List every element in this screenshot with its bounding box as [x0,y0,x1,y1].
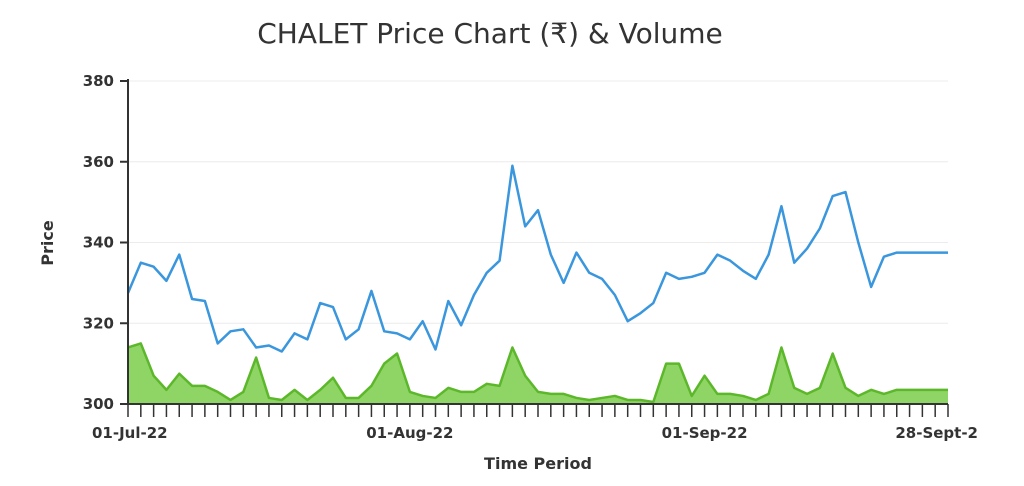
x-axis-label: Time Period [484,454,592,473]
volume-series-line [127,342,948,404]
x-tick-labels: 01-Jul-22 01-Aug-22 01-Sep-22 28-Sept-2 [92,404,978,442]
y-tick-label-380: 380 [83,72,114,90]
y-tick-label-300: 300 [83,395,114,413]
price-line-layer [126,164,948,353]
price-series-line [126,164,948,353]
y-tick-label-360: 360 [83,153,114,171]
x-tick-label: 01-Sep-22 [662,424,748,442]
axes [127,79,948,405]
y-tick-labels: 380 360 340 320 300 [83,72,128,413]
x-tick-label: 01-Aug-22 [366,424,453,442]
x-tick-label: 28-Sept-2 [895,424,978,442]
volume-area-layer [127,342,948,404]
grid-lines [128,80,948,324]
y-tick-label-320: 320 [83,314,114,332]
x-tick-label: 01-Jul-22 [92,424,168,442]
chart-title: CHALET Price Chart (₹) & Volume [257,17,723,50]
y-axis-label: Price [38,220,57,266]
volume-area-fill [128,343,948,404]
y-tick-label-340: 340 [83,234,114,252]
